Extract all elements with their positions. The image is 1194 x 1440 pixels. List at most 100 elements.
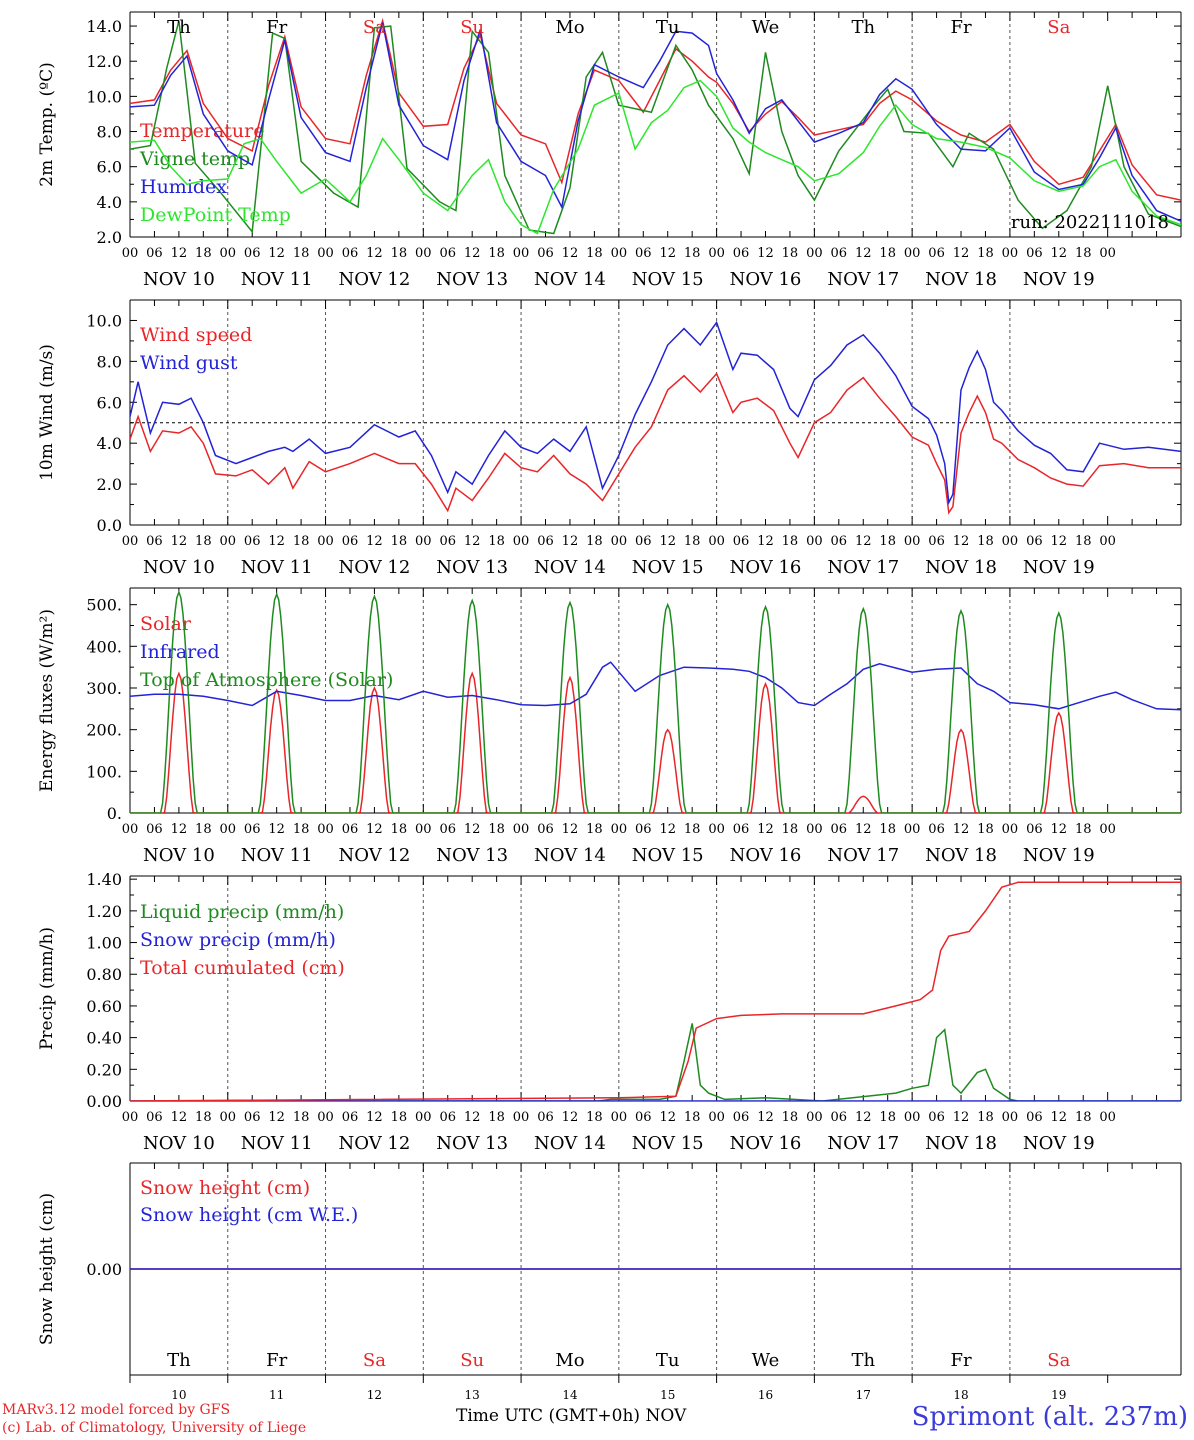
y-tick-label: 2.0 <box>97 228 122 247</box>
y-tick-label: 400. <box>86 637 122 656</box>
y-tick-label: 14.0 <box>86 17 122 36</box>
day-number-label: 13 <box>465 1388 480 1402</box>
day-number-label: 19 <box>1051 1388 1066 1402</box>
date-label: NOV 12 <box>339 557 411 578</box>
weekday-label: We <box>752 17 780 38</box>
y-tick-label: 10.0 <box>86 311 122 330</box>
date-label: NOV 12 <box>339 269 411 290</box>
panel-2: 00 06 12 18 00 06 12 18 00 06 12 18 00 06 12 18 00 06 12 18… <box>37 299 1182 578</box>
weekday-label: Fr <box>266 1350 287 1371</box>
hour-tick-label: 06 <box>733 1110 750 1125</box>
hour-tick-label: 18 <box>586 822 603 837</box>
date-label: NOV 16 <box>730 845 802 866</box>
hour-tick-label: 00 <box>611 534 628 549</box>
hour-tick-label: 06 <box>146 534 163 549</box>
weekday-label: Tu <box>656 17 680 38</box>
credit-lab: (c) Lab. of Climatology, University of L… <box>2 1420 307 1436</box>
series-line-temperature <box>130 17 1181 201</box>
legend-entry: DewPoint Temp <box>140 204 291 226</box>
y-tick-label: 0.80 <box>86 965 122 984</box>
hour-tick-label: 00 <box>806 822 823 837</box>
legend-entry: Snow height (cm) <box>140 1177 310 1199</box>
y-tick-label: 6.0 <box>97 393 122 412</box>
hour-tick-label: 00 <box>513 822 530 837</box>
hour-tick-label: 00 <box>708 1110 725 1125</box>
hour-tick-label: 00 <box>1002 534 1019 549</box>
date-label: NOV 14 <box>534 1133 606 1154</box>
series-line-liquid-precip-mm-h <box>130 1023 1181 1101</box>
hour-tick-label: 06 <box>537 1110 554 1125</box>
panel-3: 00 06 12 18 00 06 12 18 00 06 12 18 00 06 12 18 00 06 12 18… <box>37 587 1182 866</box>
series-line-wind-speed <box>130 372 1181 515</box>
weekday-label: Mo <box>555 1350 584 1371</box>
hour-tick-label: 18 <box>391 1110 408 1125</box>
hour-tick-label: 12 <box>366 822 383 837</box>
series-line-dewpoint-temp <box>130 79 1181 235</box>
date-label: NOV 10 <box>143 557 215 578</box>
hour-tick-label: 18 <box>782 1110 799 1125</box>
hour-tick-label: 00 <box>317 246 334 261</box>
hour-tick-label: 06 <box>928 534 945 549</box>
hour-tick-label: 12 <box>464 534 481 549</box>
legend-entry: Infrared <box>140 641 220 663</box>
y-axis-title: Precip (mm/h) <box>37 927 57 1050</box>
hour-tick-label: 00 <box>1099 822 1116 837</box>
weekday-label: Tu <box>656 1350 680 1371</box>
hour-tick-label: 06 <box>1026 246 1043 261</box>
hour-tick-label: 06 <box>342 534 359 549</box>
hour-tick-label: 00 <box>317 822 334 837</box>
hour-tick-label: 00 <box>611 1110 628 1125</box>
hour-tick-label: 06 <box>244 534 261 549</box>
hour-tick-label: 00 <box>904 246 921 261</box>
y-tick-label: 0.20 <box>86 1060 122 1079</box>
hour-tick-label: 06 <box>733 534 750 549</box>
hour-tick-label: 18 <box>586 246 603 261</box>
hour-tick-label: 00 <box>1099 534 1116 549</box>
series-line-top-of-atmosphere-solar <box>130 590 1181 813</box>
weekday-label: Th <box>167 17 191 38</box>
hour-tick-label: 18 <box>1075 1110 1092 1125</box>
hour-tick-label: 06 <box>635 246 652 261</box>
y-tick-label: 4.0 <box>97 193 122 212</box>
date-label: NOV 17 <box>827 845 899 866</box>
hour-tick-label: 18 <box>977 534 994 549</box>
hour-tick-label: 12 <box>171 246 188 261</box>
hour-tick-label: 06 <box>635 822 652 837</box>
panel-1: 00 06 12 18 00 06 12 18 00 06 12 18 00 06 12 18 00 06 12 18… <box>37 11 1182 290</box>
y-axis-title: Energy fluxes (W/m²) <box>37 609 57 792</box>
hour-tick-label: 18 <box>293 1110 310 1125</box>
hour-tick-label: 18 <box>293 534 310 549</box>
legend-entry: Liquid precip (mm/h) <box>140 901 344 923</box>
date-label: NOV 13 <box>436 269 508 290</box>
hour-tick-label: 12 <box>464 822 481 837</box>
hour-tick-label: 12 <box>1051 534 1068 549</box>
hour-tick-label: 18 <box>977 822 994 837</box>
hour-tick-label: 18 <box>782 246 799 261</box>
date-label: NOV 15 <box>632 845 704 866</box>
y-axis-title: 10m Wind (m/s) <box>37 344 57 481</box>
hour-tick-label: 00 <box>513 534 530 549</box>
hour-tick-label: 18 <box>1075 534 1092 549</box>
hour-tick-label: 18 <box>195 534 212 549</box>
hour-tick-label: 18 <box>586 1110 603 1125</box>
hour-tick-label: 18 <box>195 822 212 837</box>
date-label: NOV 13 <box>436 557 508 578</box>
hour-tick-label: 06 <box>831 822 848 837</box>
y-tick-label: 0.00 <box>86 1260 122 1279</box>
date-label: NOV 14 <box>534 557 606 578</box>
hour-tick-label: 00 <box>1002 246 1019 261</box>
hour-tick-label: 06 <box>831 1110 848 1125</box>
series-line-infrared <box>130 661 1181 711</box>
weekday-label: Sa <box>363 17 386 38</box>
hour-tick-label: 12 <box>757 534 774 549</box>
hour-tick-label: 00 <box>904 534 921 549</box>
hour-tick-label: 06 <box>537 534 554 549</box>
hour-tick-label: 00 <box>708 534 725 549</box>
hour-tick-label: 12 <box>366 1110 383 1125</box>
hour-tick-label: 18 <box>977 1110 994 1125</box>
y-tick-label: 0.40 <box>86 1029 122 1048</box>
hour-tick-label: 18 <box>684 1110 701 1125</box>
hour-tick-label: 00 <box>1002 1110 1019 1125</box>
weekday-label: Sa <box>363 1350 386 1371</box>
hour-tick-label: 00 <box>219 246 236 261</box>
